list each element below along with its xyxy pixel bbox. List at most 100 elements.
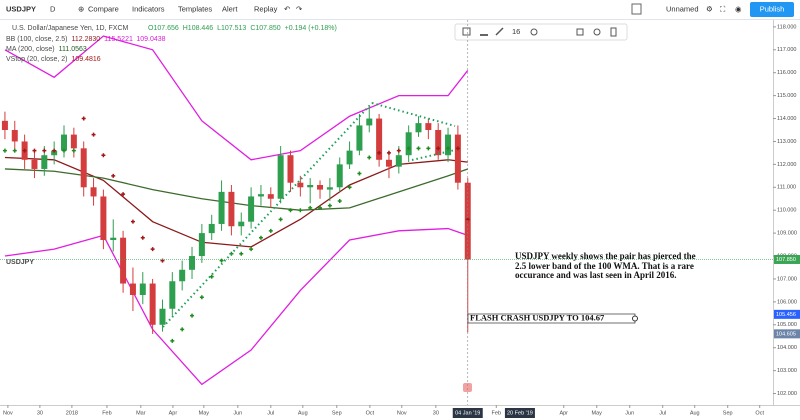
indicator-label: BB (100, close, 2.5) bbox=[6, 36, 67, 43]
indicators[interactable]: Indicators bbox=[132, 4, 165, 13]
candle-body bbox=[238, 221, 245, 227]
trend-line bbox=[371, 102, 456, 127]
candle-body bbox=[376, 118, 383, 160]
vstop-cross bbox=[130, 219, 135, 224]
event-marker[interactable] bbox=[463, 383, 472, 392]
indicator-line bbox=[4, 168, 468, 211]
candle-body bbox=[169, 281, 176, 309]
replay[interactable]: Replay bbox=[254, 4, 278, 13]
alert[interactable]: Alert bbox=[222, 4, 238, 13]
vstop-cross bbox=[446, 146, 451, 151]
publish-label[interactable]: Publish bbox=[760, 4, 785, 13]
vstop-cross bbox=[249, 247, 254, 252]
vstop-cross bbox=[377, 150, 382, 155]
vstop-cross bbox=[327, 203, 332, 208]
publish-button[interactable] bbox=[750, 2, 794, 17]
templates[interactable]: Templates bbox=[178, 4, 212, 13]
y-tick-label: 117.000 bbox=[777, 47, 796, 53]
pen-tool[interactable] bbox=[495, 27, 504, 36]
y-tick-label: 109.000 bbox=[777, 231, 797, 237]
vstop-cross bbox=[298, 208, 303, 213]
indicator-value: 111.0563 bbox=[59, 46, 87, 53]
lock-tool[interactable] bbox=[576, 28, 584, 36]
x-tick-label: Oct bbox=[366, 410, 375, 416]
fullscreen-icon[interactable]: ⛶ bbox=[719, 4, 726, 13]
font-size[interactable]: 16 bbox=[512, 27, 520, 36]
y-tick-label: 102.000 bbox=[777, 391, 797, 397]
vstop-cross bbox=[426, 146, 431, 151]
candle-body bbox=[385, 159, 392, 167]
vstop-cross bbox=[278, 217, 283, 222]
vstop-cross bbox=[199, 295, 204, 300]
quote-value: O107.656 bbox=[148, 25, 179, 32]
candle-body bbox=[129, 283, 136, 295]
interval[interactable]: D bbox=[50, 4, 56, 13]
candle-body bbox=[70, 134, 77, 149]
candle-body bbox=[445, 134, 452, 156]
indicator-value: 109.4816 bbox=[71, 56, 100, 63]
settings-icon[interactable]: ⚙ bbox=[706, 4, 713, 13]
candle-body bbox=[149, 283, 156, 325]
vstop-cross bbox=[42, 148, 47, 153]
redo[interactable]: ↷ bbox=[296, 4, 303, 13]
candle-body bbox=[189, 256, 196, 270]
x-tick-label: Jul bbox=[267, 410, 274, 416]
layout-name[interactable]: Unnamed bbox=[666, 4, 699, 13]
indicator-line bbox=[4, 227, 468, 386]
candle-body bbox=[41, 155, 48, 169]
vstop-cross bbox=[436, 146, 441, 151]
x-tick-label: Mar bbox=[136, 410, 146, 416]
vstop-cross bbox=[347, 185, 352, 190]
price-label: 104.605 bbox=[776, 331, 796, 337]
compare-icon[interactable]: ⊕ bbox=[78, 4, 84, 13]
undo[interactable]: ↶ bbox=[284, 4, 291, 13]
x-tick-label: Feb bbox=[492, 410, 501, 416]
vstop-cross bbox=[2, 148, 7, 153]
vstop-cross bbox=[101, 153, 106, 158]
price-label-box bbox=[774, 329, 800, 339]
compare[interactable]: Compare bbox=[88, 4, 119, 13]
vstop-cross bbox=[268, 228, 273, 233]
vstop-cross bbox=[81, 116, 86, 121]
vstop-cross bbox=[455, 146, 460, 151]
candle-body bbox=[435, 130, 442, 156]
y-tick-label: 110.000 bbox=[777, 208, 796, 214]
indicator-line bbox=[4, 35, 469, 161]
x-tick-label: Jun bbox=[233, 410, 242, 416]
vstop-cross bbox=[91, 132, 96, 137]
x-tick-label: Jun bbox=[625, 410, 634, 416]
candle-body bbox=[159, 308, 166, 325]
candle-body bbox=[90, 187, 97, 197]
x-tick-label: Jul bbox=[659, 410, 666, 416]
indicator-legend: VStop (20, close, 2) 109.4816 bbox=[6, 56, 101, 63]
candle-body bbox=[395, 155, 402, 167]
fill-tool[interactable] bbox=[462, 27, 471, 36]
snapshot-icon[interactable]: ◉ bbox=[735, 4, 742, 13]
layout-icon[interactable] bbox=[631, 3, 642, 15]
vstop-cross bbox=[219, 258, 224, 263]
visibility-tool[interactable] bbox=[593, 28, 601, 36]
x-tick-label: 30 bbox=[433, 410, 439, 416]
cursor-date: 20 Feb '19 bbox=[507, 410, 533, 416]
x-tick-label: May bbox=[592, 410, 603, 416]
candle-body bbox=[307, 185, 314, 188]
price-label-box bbox=[774, 309, 800, 319]
handle[interactable] bbox=[632, 315, 638, 322]
vstop-cross bbox=[52, 148, 57, 153]
delete-tool[interactable] bbox=[610, 27, 617, 37]
indicator-value: 109.0438 bbox=[136, 36, 165, 43]
vstop-cross bbox=[406, 146, 411, 151]
candle-body bbox=[415, 123, 422, 133]
vstop-cross bbox=[121, 192, 126, 197]
cursor-date: 04 Jan '19 bbox=[455, 410, 480, 416]
quote-value: C107.850 bbox=[250, 25, 280, 32]
quote-value: L107.513 bbox=[217, 25, 246, 32]
vstop-cross bbox=[337, 199, 342, 204]
symbol[interactable]: USDJPY bbox=[6, 4, 36, 13]
indicator-value: 112.2830 bbox=[71, 36, 100, 43]
vstop-cross bbox=[150, 247, 155, 252]
flash-crash-label: FLASH CRASH USDJPY TO 104.67 bbox=[470, 312, 605, 322]
annotation: USDJPY weekly shows the pair has pierced… bbox=[515, 251, 696, 280]
settings-tool[interactable] bbox=[530, 28, 538, 36]
